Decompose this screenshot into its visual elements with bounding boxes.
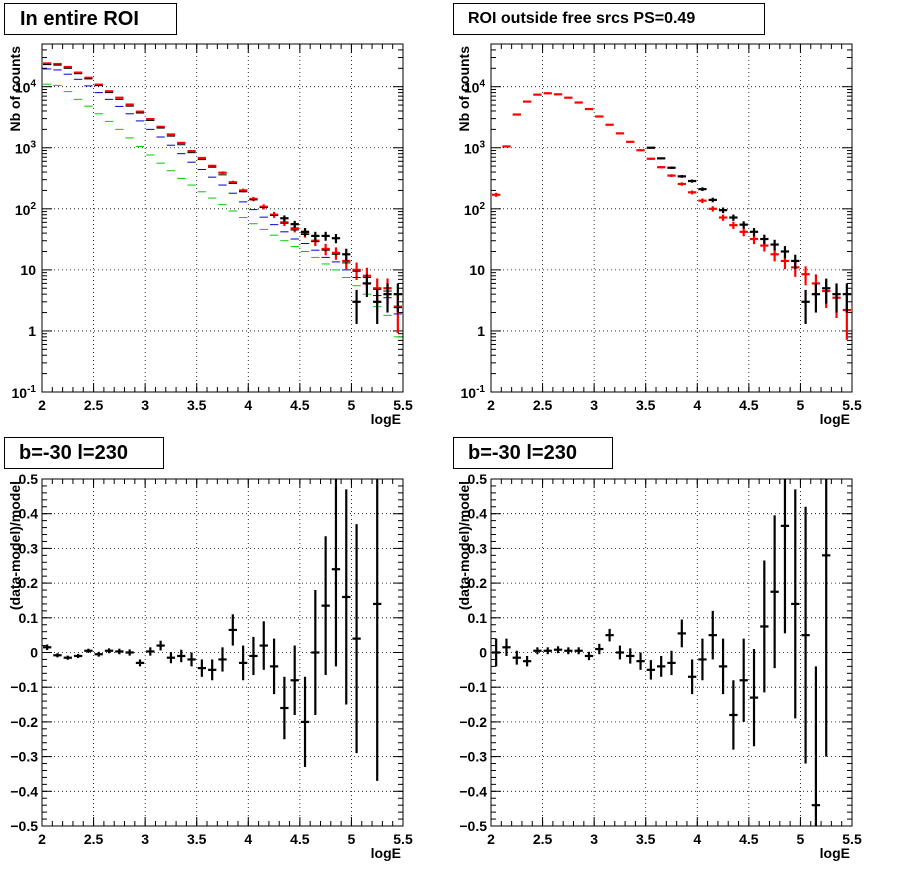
x-tick-label: 4 [244, 831, 252, 847]
x-axis-label: logE [371, 411, 401, 427]
x-tick-label: 3.5 [187, 831, 207, 847]
y-tick-label: −0.2 [459, 714, 487, 730]
y-tick-label: 104 [464, 79, 486, 96]
y-tick-label: 0.2 [468, 575, 488, 591]
x-tick-label: 5.5 [393, 831, 413, 847]
x-tick-label: 4 [693, 831, 701, 847]
x-tick-label: 2.5 [533, 831, 553, 847]
y-tick-label: 102 [464, 201, 486, 218]
x-tick-label: 5.5 [842, 397, 862, 413]
x-tick-label: 4.5 [739, 831, 759, 847]
y-tick-label: 104 [15, 79, 37, 96]
y-tick-label: 0.4 [19, 506, 39, 522]
y-tick-label: −0.4 [459, 783, 487, 799]
y-tick-label: 1 [477, 323, 485, 339]
x-tick-label: 3 [590, 831, 598, 847]
x-tick-label: 2 [38, 397, 46, 413]
y-tick-label: 103 [464, 140, 486, 157]
y-tick-label: 10-1 [461, 384, 486, 401]
y-axis-label: (data-model)/model [7, 481, 23, 610]
y-tick-label: 0.3 [468, 540, 488, 556]
y-tick-label: 10 [469, 262, 485, 278]
x-tick-label: 5.5 [842, 831, 862, 847]
x-tick-label: 5 [348, 397, 356, 413]
plot-frame [490, 43, 853, 393]
y-axis-label: Nb of counts [456, 46, 472, 132]
x-tick-label: 3.5 [636, 831, 656, 847]
x-axis-label: logE [820, 845, 850, 861]
x-tick-label: 3.5 [636, 397, 656, 413]
x-tick-label: 4 [244, 397, 252, 413]
x-tick-label: 4.5 [290, 397, 310, 413]
y-tick-label: 102 [15, 201, 37, 218]
x-tick-label: 2 [487, 831, 495, 847]
x-tick-label: 3 [141, 397, 149, 413]
y-tick-label: 0 [479, 645, 487, 661]
x-tick-label: 5.5 [393, 397, 413, 413]
panel-title-top-right: ROI outside free srcs PS=0.49 [453, 3, 765, 35]
plot-frame [41, 43, 404, 393]
x-tick-label: 4.5 [739, 397, 759, 413]
y-tick-label: 1 [28, 323, 36, 339]
y-tick-label: 0.3 [19, 540, 39, 556]
y-tick-label: 0.5 [468, 471, 488, 487]
x-axis-label: logE [371, 845, 401, 861]
x-tick-label: 4 [693, 397, 701, 413]
x-tick-label: 5 [797, 397, 805, 413]
y-tick-label: 10 [20, 262, 36, 278]
x-tick-label: 2.5 [84, 831, 104, 847]
plot-frame [41, 478, 404, 827]
y-tick-label: 0.2 [19, 575, 39, 591]
x-tick-label: 2 [38, 831, 46, 847]
x-tick-label: 2.5 [533, 397, 553, 413]
y-tick-label: 0.1 [468, 610, 488, 626]
y-tick-label: −0.1 [10, 679, 38, 695]
y-tick-label: −0.4 [10, 783, 38, 799]
x-tick-label: 3 [590, 397, 598, 413]
x-tick-label: 4.5 [290, 831, 310, 847]
x-tick-label: 5 [797, 831, 805, 847]
y-tick-label: −0.3 [459, 749, 487, 765]
plot-frame [490, 478, 853, 827]
panel-title-top-left: In entire ROI [4, 3, 177, 35]
y-axis-label: Nb of counts [7, 46, 23, 132]
x-tick-label: 3.5 [187, 397, 207, 413]
y-tick-label: −0.1 [459, 679, 487, 695]
y-tick-label: 0.5 [19, 471, 39, 487]
y-tick-label: 10-1 [12, 384, 37, 401]
panel-title-bottom-left: b=-30 l=230 [4, 437, 164, 469]
y-tick-label: 0.1 [19, 610, 39, 626]
x-axis-label: logE [820, 411, 850, 427]
panel-title-bottom-right: b=-30 l=230 [453, 437, 613, 469]
y-tick-label: −0.3 [10, 749, 38, 765]
y-tick-label: −0.5 [10, 818, 38, 834]
x-tick-label: 2.5 [84, 397, 104, 413]
y-tick-label: −0.2 [10, 714, 38, 730]
y-tick-label: −0.5 [459, 818, 487, 834]
y-axis-label: (data-model)/model [456, 481, 472, 610]
x-tick-label: 3 [141, 831, 149, 847]
y-tick-label: 103 [15, 140, 37, 157]
x-tick-label: 2 [487, 397, 495, 413]
y-tick-label: 0.4 [468, 506, 488, 522]
y-tick-label: 0 [30, 645, 38, 661]
x-tick-label: 5 [348, 831, 356, 847]
